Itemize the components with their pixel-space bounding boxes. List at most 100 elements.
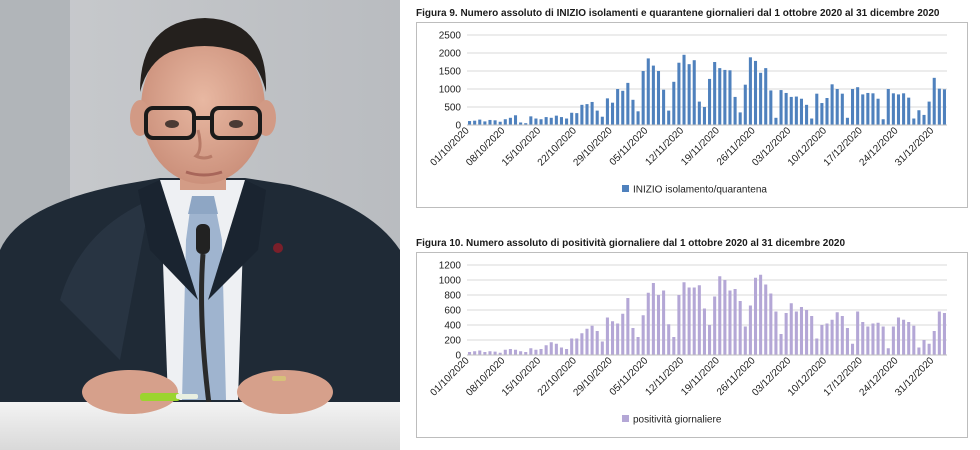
isolamenti-bar bbox=[764, 68, 768, 125]
isolamenti-legend-label: INIZIO isolamento/quarantena bbox=[633, 185, 767, 196]
positivita-bar bbox=[682, 282, 686, 355]
positivita-bar bbox=[651, 283, 655, 355]
figure-10-frame: 0 200 400 600 800 1000 1200 01/10/2020 08/10/202… bbox=[416, 252, 968, 438]
isolamenti-bar bbox=[799, 98, 803, 125]
positivita-bar bbox=[774, 311, 778, 355]
isolamenti-bar bbox=[662, 89, 666, 125]
positivita-bar bbox=[907, 322, 911, 355]
positivita-y-tick-label: 400 bbox=[444, 321, 461, 332]
positivita-bar bbox=[513, 349, 518, 355]
figure-10: Figura 10. Numero assoluto di positività… bbox=[412, 232, 972, 444]
isolamenti-bar bbox=[549, 117, 553, 125]
isolamenti-bar bbox=[534, 118, 538, 125]
isolamenti-bar bbox=[902, 93, 906, 125]
positivita-bar bbox=[508, 349, 512, 355]
positivita-bar bbox=[570, 338, 574, 355]
positivita-bar bbox=[478, 350, 482, 355]
isolamenti-bar bbox=[743, 84, 747, 125]
isolamenti-bar bbox=[702, 107, 706, 125]
isolamenti-bar bbox=[575, 113, 579, 125]
positivita-bar bbox=[830, 319, 834, 355]
positivita-bar bbox=[891, 326, 895, 355]
isolamenti-bar bbox=[513, 115, 518, 125]
positivita-bar bbox=[600, 341, 604, 355]
positivita-bar bbox=[759, 274, 763, 355]
isolamenti-bar bbox=[830, 84, 834, 125]
isolamenti-bar bbox=[626, 82, 630, 125]
isolamenti-bar bbox=[493, 120, 497, 125]
isolamenti-bar bbox=[616, 89, 620, 125]
positivita-bar bbox=[524, 352, 528, 355]
chart-positivita: 02004006008001000120001/10/202008/10/202… bbox=[428, 261, 947, 426]
positivita-bar bbox=[805, 310, 809, 355]
positivita-bar bbox=[932, 331, 936, 355]
positivita-bar bbox=[677, 295, 681, 355]
positivita-bar bbox=[616, 323, 620, 355]
isolamenti-bar bbox=[733, 96, 737, 125]
positivita-y-tick-label: 200 bbox=[444, 336, 461, 347]
isolamenti-bar bbox=[682, 54, 686, 125]
isolamenti-bar bbox=[912, 118, 916, 125]
positivita-bar bbox=[585, 328, 589, 355]
isolamenti-y-tick-label: 500 bbox=[444, 103, 461, 114]
isolamenti-bar bbox=[738, 112, 742, 125]
positivita-bar bbox=[611, 321, 615, 355]
positivita-y-tick-label: 800 bbox=[444, 291, 461, 302]
positivita-bar bbox=[713, 296, 717, 355]
positivita-bar bbox=[902, 319, 906, 355]
isolamenti-bar bbox=[641, 71, 645, 125]
positivita-bar bbox=[631, 328, 635, 355]
isolamenti-bar bbox=[488, 119, 492, 125]
positivita-bar bbox=[626, 298, 630, 355]
isolamenti-bar bbox=[866, 92, 870, 125]
isolamenti-bar bbox=[713, 62, 717, 125]
chart-isolamenti: 0500100015002000250001/10/202008/10/2020… bbox=[428, 31, 947, 196]
isolamenti-bar bbox=[718, 68, 722, 125]
isolamenti-bar bbox=[942, 89, 946, 125]
positivita-bar bbox=[656, 295, 661, 355]
isolamenti-bar bbox=[636, 111, 640, 125]
positivita-bar bbox=[733, 289, 737, 355]
positivita-bar bbox=[493, 351, 497, 355]
positivita-bar bbox=[672, 337, 676, 355]
positivita-bar bbox=[549, 342, 553, 355]
positivita-bar bbox=[764, 284, 768, 355]
isolamenti-bar bbox=[886, 89, 890, 125]
positivita-bar bbox=[866, 326, 870, 355]
positivita-bar bbox=[498, 352, 502, 355]
positivita-bar bbox=[646, 292, 650, 355]
positivita-bar bbox=[687, 287, 691, 355]
isolamenti-bar bbox=[503, 119, 507, 125]
isolamenti-bar bbox=[677, 62, 681, 125]
isolamenti-bar bbox=[789, 96, 793, 125]
isolamenti-bar bbox=[483, 121, 487, 125]
isolamenti-bar bbox=[473, 120, 477, 125]
isolamenti-bar bbox=[565, 118, 569, 125]
positivita-bar bbox=[595, 331, 599, 355]
positivita-bar bbox=[662, 290, 666, 355]
isolamenti-bar bbox=[539, 119, 543, 125]
positivita-bar bbox=[641, 315, 645, 355]
isolamenti-bar bbox=[917, 110, 921, 125]
positivita-bar bbox=[575, 338, 579, 355]
positivita-bar bbox=[483, 352, 487, 355]
isolamenti-bar bbox=[805, 104, 809, 125]
positivita-bar bbox=[697, 285, 701, 355]
isolamenti-bar bbox=[891, 93, 895, 125]
positivita-bar bbox=[702, 308, 706, 355]
isolamenti-bar bbox=[478, 119, 482, 125]
isolamenti-bar bbox=[907, 97, 911, 125]
positivita-bar bbox=[559, 347, 563, 355]
positivita-bar bbox=[590, 325, 594, 355]
positivita-bar bbox=[723, 280, 727, 355]
positivita-bar bbox=[718, 276, 722, 355]
positivita-y-tick-label: 600 bbox=[444, 306, 461, 317]
positivita-bar bbox=[565, 349, 569, 355]
isolamenti-bar bbox=[656, 71, 661, 125]
positivita-y-tick-label: 0 bbox=[455, 351, 461, 362]
positivita-bar bbox=[738, 301, 742, 355]
figure-10-title: Figura 10. Numero assoluto di positività… bbox=[416, 238, 846, 249]
positivita-bar bbox=[820, 325, 824, 355]
isolamenti-bar bbox=[708, 78, 712, 125]
isolamenti-bar bbox=[810, 118, 814, 125]
